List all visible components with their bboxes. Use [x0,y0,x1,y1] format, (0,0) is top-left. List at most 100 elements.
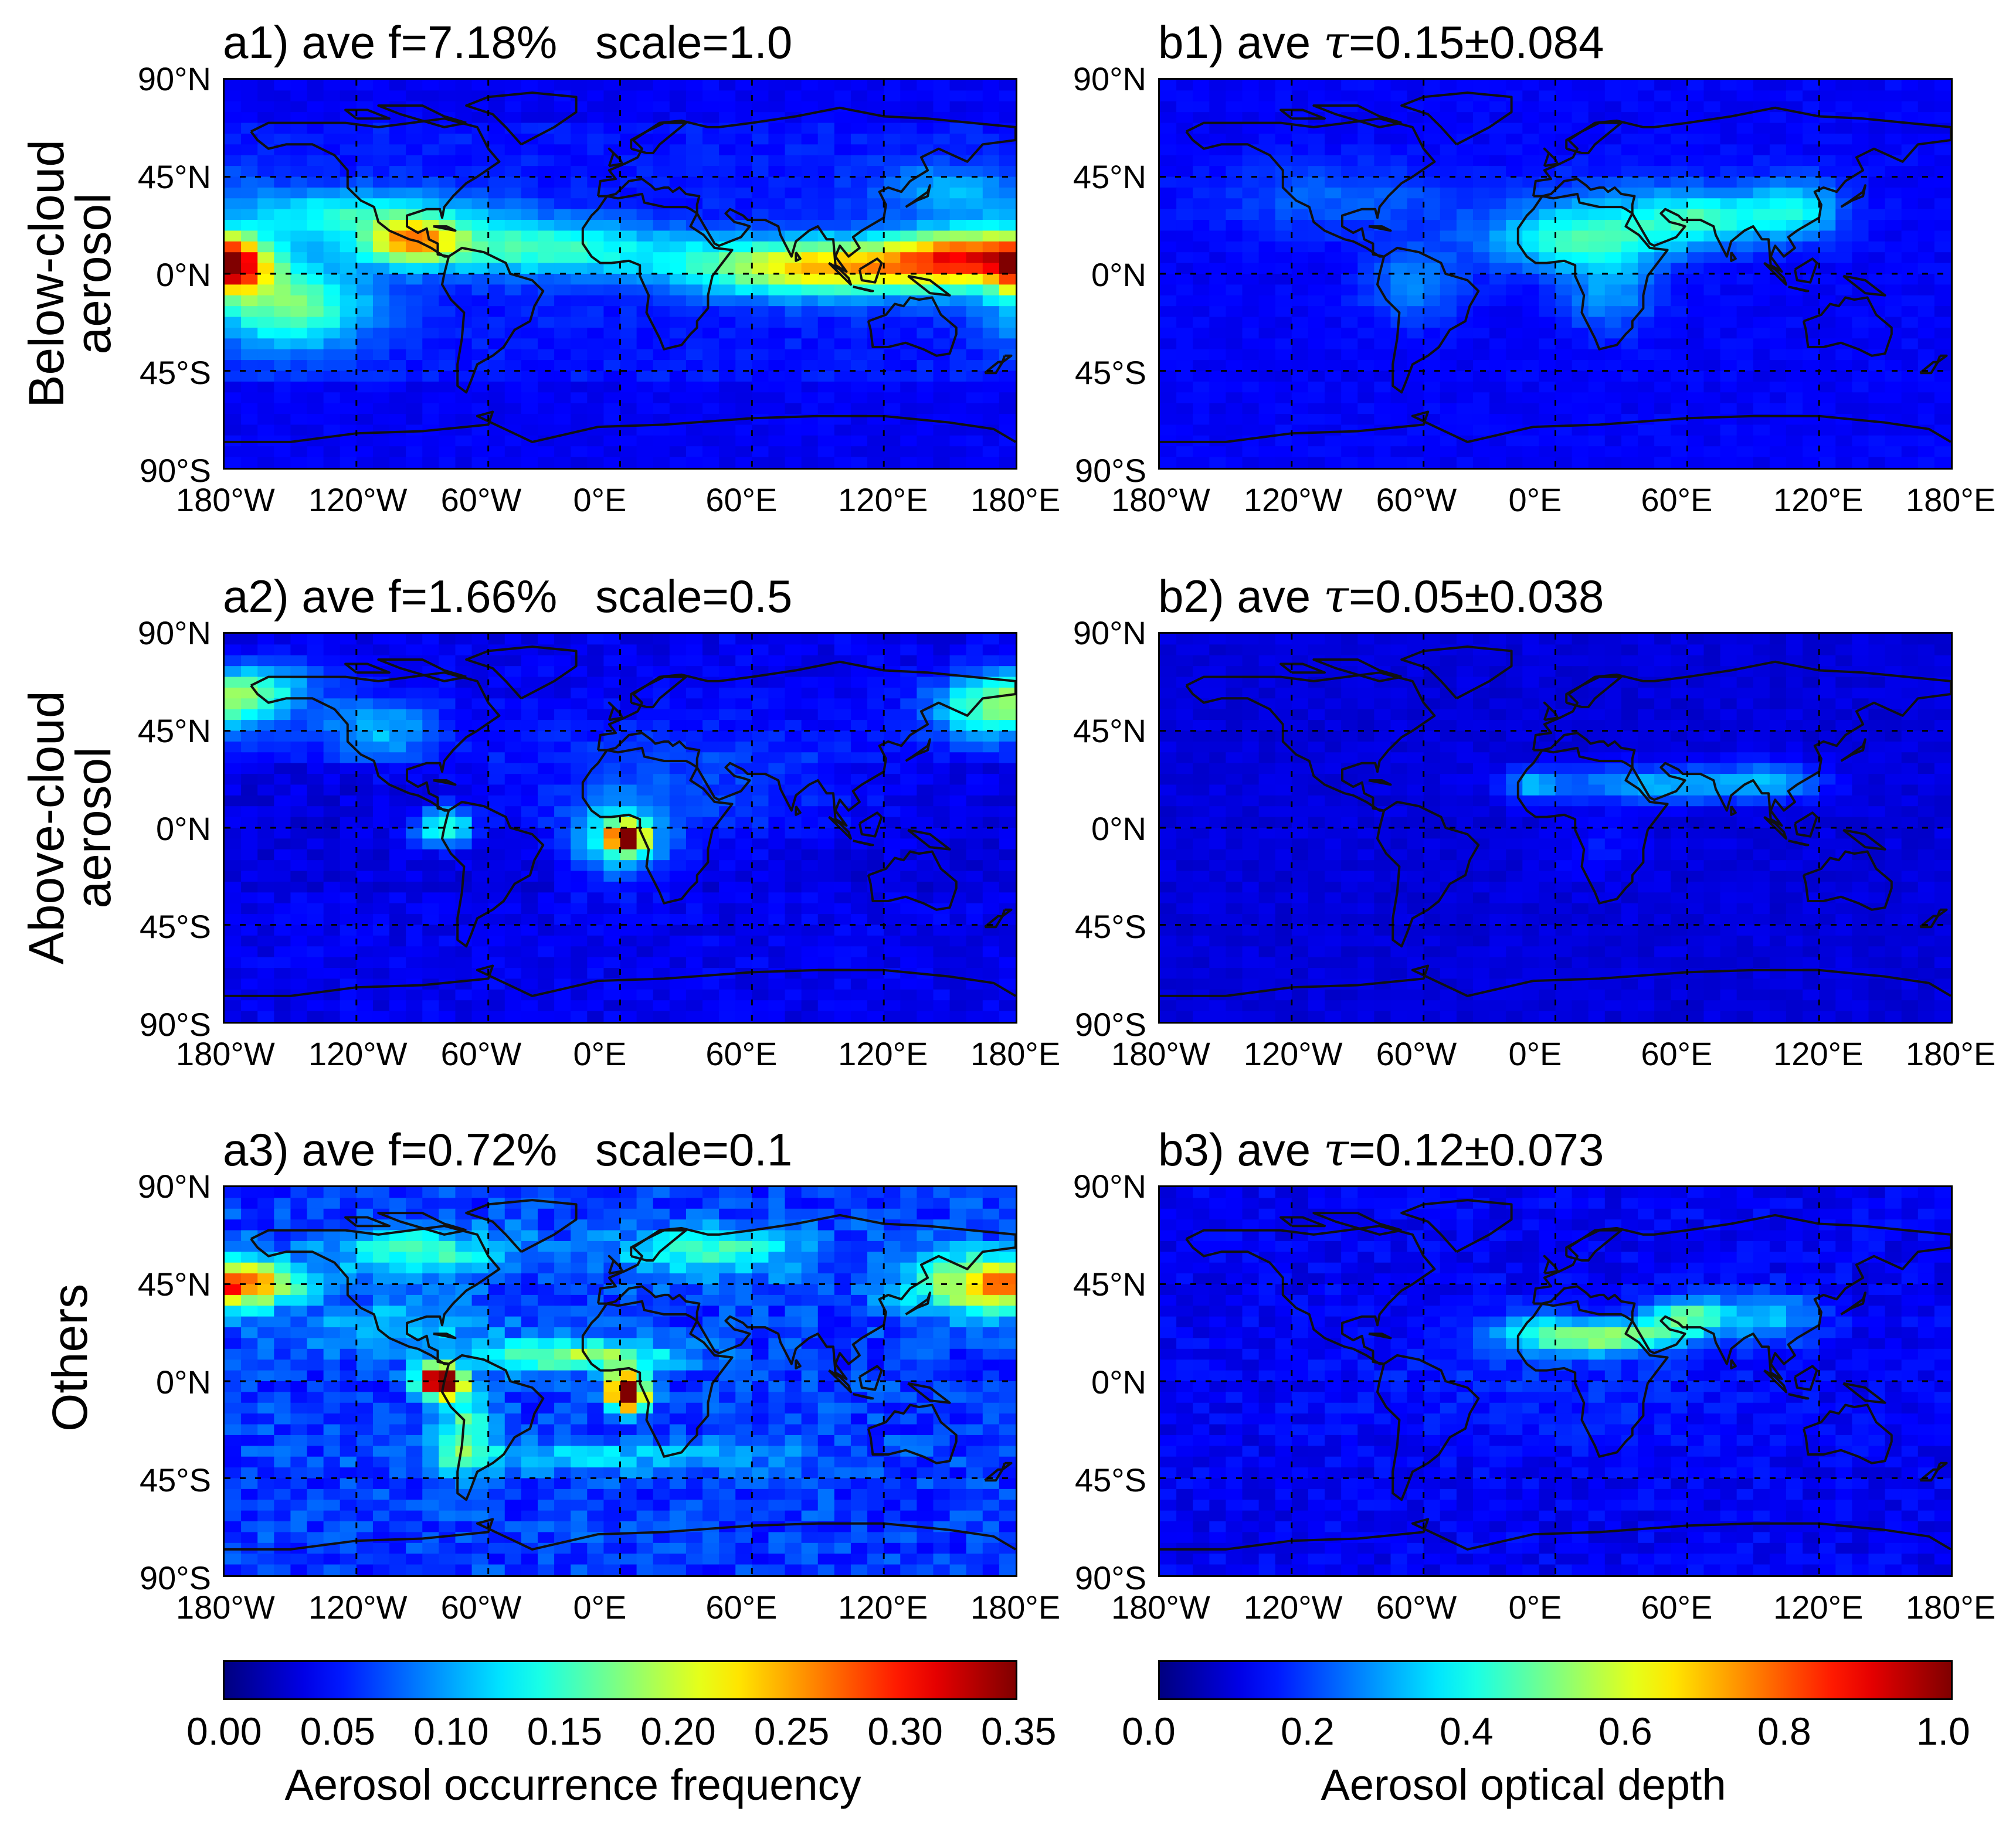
grid-cell [323,817,341,828]
grid-cell [719,133,737,145]
grid-cell [1226,133,1243,145]
grid-cell [439,133,456,145]
grid-cell [900,187,918,199]
grid-cell [636,435,654,447]
grid-cell [702,655,719,667]
grid-cell [521,849,538,861]
grid-cell [620,752,637,764]
grid-cell [307,946,324,958]
grid-cell [1901,435,1919,447]
grid-cell [340,741,357,753]
grid-cell [439,784,456,796]
grid-cell [471,220,489,232]
grid-cell [1736,209,1754,220]
grid-cell [1803,101,1820,113]
grid-cell [1588,392,1606,404]
grid-cell [571,144,588,156]
grid-cell [356,860,374,872]
grid-cell [537,295,555,307]
grid-cell [290,327,308,339]
grid-cell [933,317,951,328]
grid-cell [1835,371,1853,382]
grid-cell [571,925,588,936]
grid-cell [1885,198,1902,210]
grid-cell [817,935,835,947]
grid-cell [1357,198,1375,210]
grid-cell [1407,274,1424,285]
grid-cell [455,284,473,296]
grid-cell [719,338,737,350]
grid-cell [241,176,258,188]
grid-cell [636,424,654,436]
grid-cell [884,80,901,91]
grid-cell [1357,166,1375,178]
grid-cell [719,698,737,710]
grid-cell [768,677,786,688]
grid-cell [669,946,687,958]
grid-cell [1539,371,1556,382]
grid-cell [603,946,621,958]
grid-cell [537,946,555,958]
grid-cell [537,133,555,145]
grid-cell [389,198,406,210]
grid-cell [1209,360,1227,372]
grid-cell [1638,155,1655,166]
grid-cell [1539,90,1556,102]
grid-cell [1242,209,1260,220]
grid-cell [817,198,835,210]
grid-cell [834,155,851,166]
grid-cell [653,209,670,220]
grid-cell [949,817,967,828]
grid-cell [257,957,275,968]
grid-cell [834,176,851,188]
grid-cell [1852,424,1869,436]
grid-cell [1407,263,1424,274]
grid-cell [1275,360,1292,372]
grid-cell [1176,90,1193,102]
grid-cell [290,198,308,210]
grid-cell [1160,457,1177,468]
grid-cell [1555,295,1573,307]
grid-cell [1687,317,1705,328]
grid-cell [1638,317,1655,328]
grid-cell [1753,306,1770,318]
grid-cell [356,220,374,232]
grid-cell [1572,112,1589,124]
grid-cell [785,317,802,328]
grid-cell [455,187,473,199]
grid-cell [735,644,753,656]
grid-cell [1275,230,1292,242]
grid-cell [274,720,291,732]
grid-cell [488,155,505,166]
grid-cell [1308,414,1325,426]
grid-cell [323,925,341,936]
grid-cell [1885,295,1902,307]
grid-cell [537,112,555,124]
grid-cell [1522,327,1540,339]
grid-cell [982,403,1000,414]
grid-cell [257,155,275,166]
grid-cell [900,209,918,220]
grid-cell [933,644,951,656]
grid-cell [1472,317,1490,328]
grid-cell [389,306,406,318]
grid-cell [669,209,687,220]
grid-cell [702,698,719,710]
grid-cell [439,946,456,958]
grid-cell [752,263,769,274]
grid-cell [867,349,884,361]
grid-cell [620,123,637,134]
grid-cell [225,360,242,372]
grid-cell [1407,306,1424,318]
grid-cell [966,871,983,882]
grid-cell [1901,112,1919,124]
grid-cell [1835,403,1853,414]
grid-cell [340,274,357,285]
grid-cell [752,209,769,220]
grid-cell [653,903,670,915]
grid-cell [735,752,753,764]
grid-cell [669,295,687,307]
grid-cell [389,849,406,861]
grid-cell [521,424,538,436]
grid-cell [1226,263,1243,274]
